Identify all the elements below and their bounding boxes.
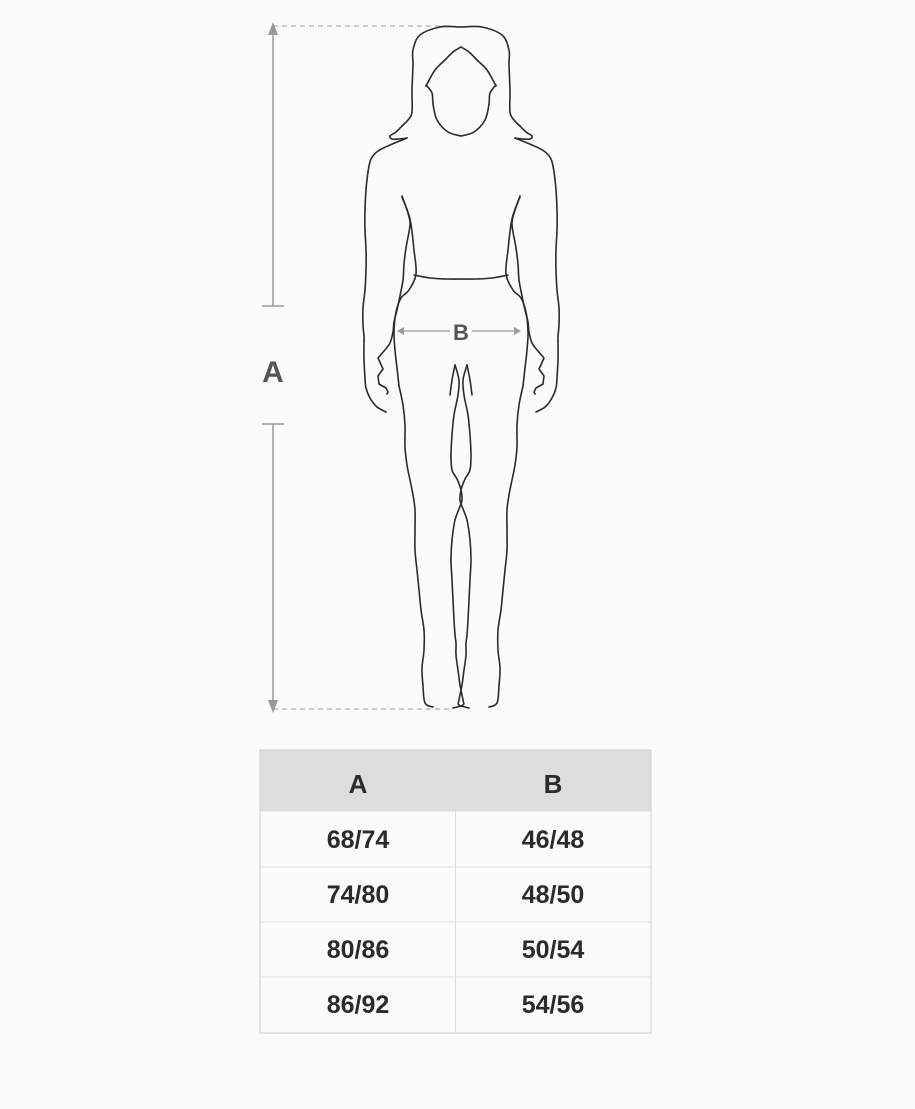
svg-text:46/48: 46/48 bbox=[522, 826, 585, 854]
svg-text:50/54: 50/54 bbox=[522, 936, 585, 964]
svg-text:74/80: 74/80 bbox=[327, 881, 390, 909]
svg-text:B: B bbox=[544, 769, 563, 799]
svg-text:B: B bbox=[453, 320, 469, 345]
svg-text:A: A bbox=[349, 769, 368, 799]
svg-text:A: A bbox=[262, 356, 284, 389]
svg-text:48/50: 48/50 bbox=[522, 881, 585, 909]
svg-text:54/56: 54/56 bbox=[522, 991, 585, 1019]
svg-text:68/74: 68/74 bbox=[327, 826, 390, 854]
svg-text:86/92: 86/92 bbox=[327, 991, 390, 1019]
svg-text:80/86: 80/86 bbox=[327, 936, 390, 964]
